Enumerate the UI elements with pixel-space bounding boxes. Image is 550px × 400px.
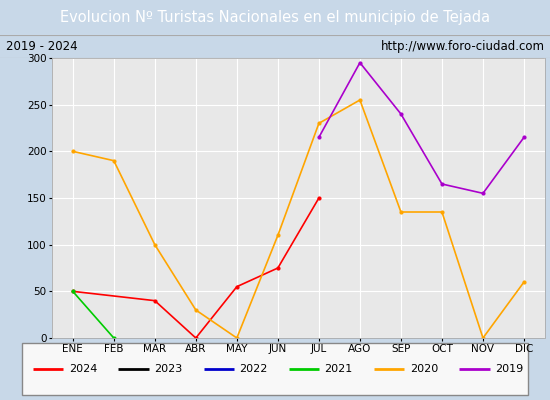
Text: 2019 - 2024: 2019 - 2024: [6, 40, 77, 53]
Text: 2019: 2019: [495, 364, 523, 374]
Text: 2020: 2020: [410, 364, 438, 374]
Text: 2023: 2023: [154, 364, 182, 374]
Text: 2022: 2022: [239, 364, 268, 374]
Text: http://www.foro-ciudad.com: http://www.foro-ciudad.com: [381, 40, 544, 53]
Text: 2021: 2021: [324, 364, 353, 374]
Text: 2024: 2024: [69, 364, 97, 374]
FancyBboxPatch shape: [22, 343, 528, 395]
Text: Evolucion Nº Turistas Nacionales en el municipio de Tejada: Evolucion Nº Turistas Nacionales en el m…: [60, 10, 490, 25]
